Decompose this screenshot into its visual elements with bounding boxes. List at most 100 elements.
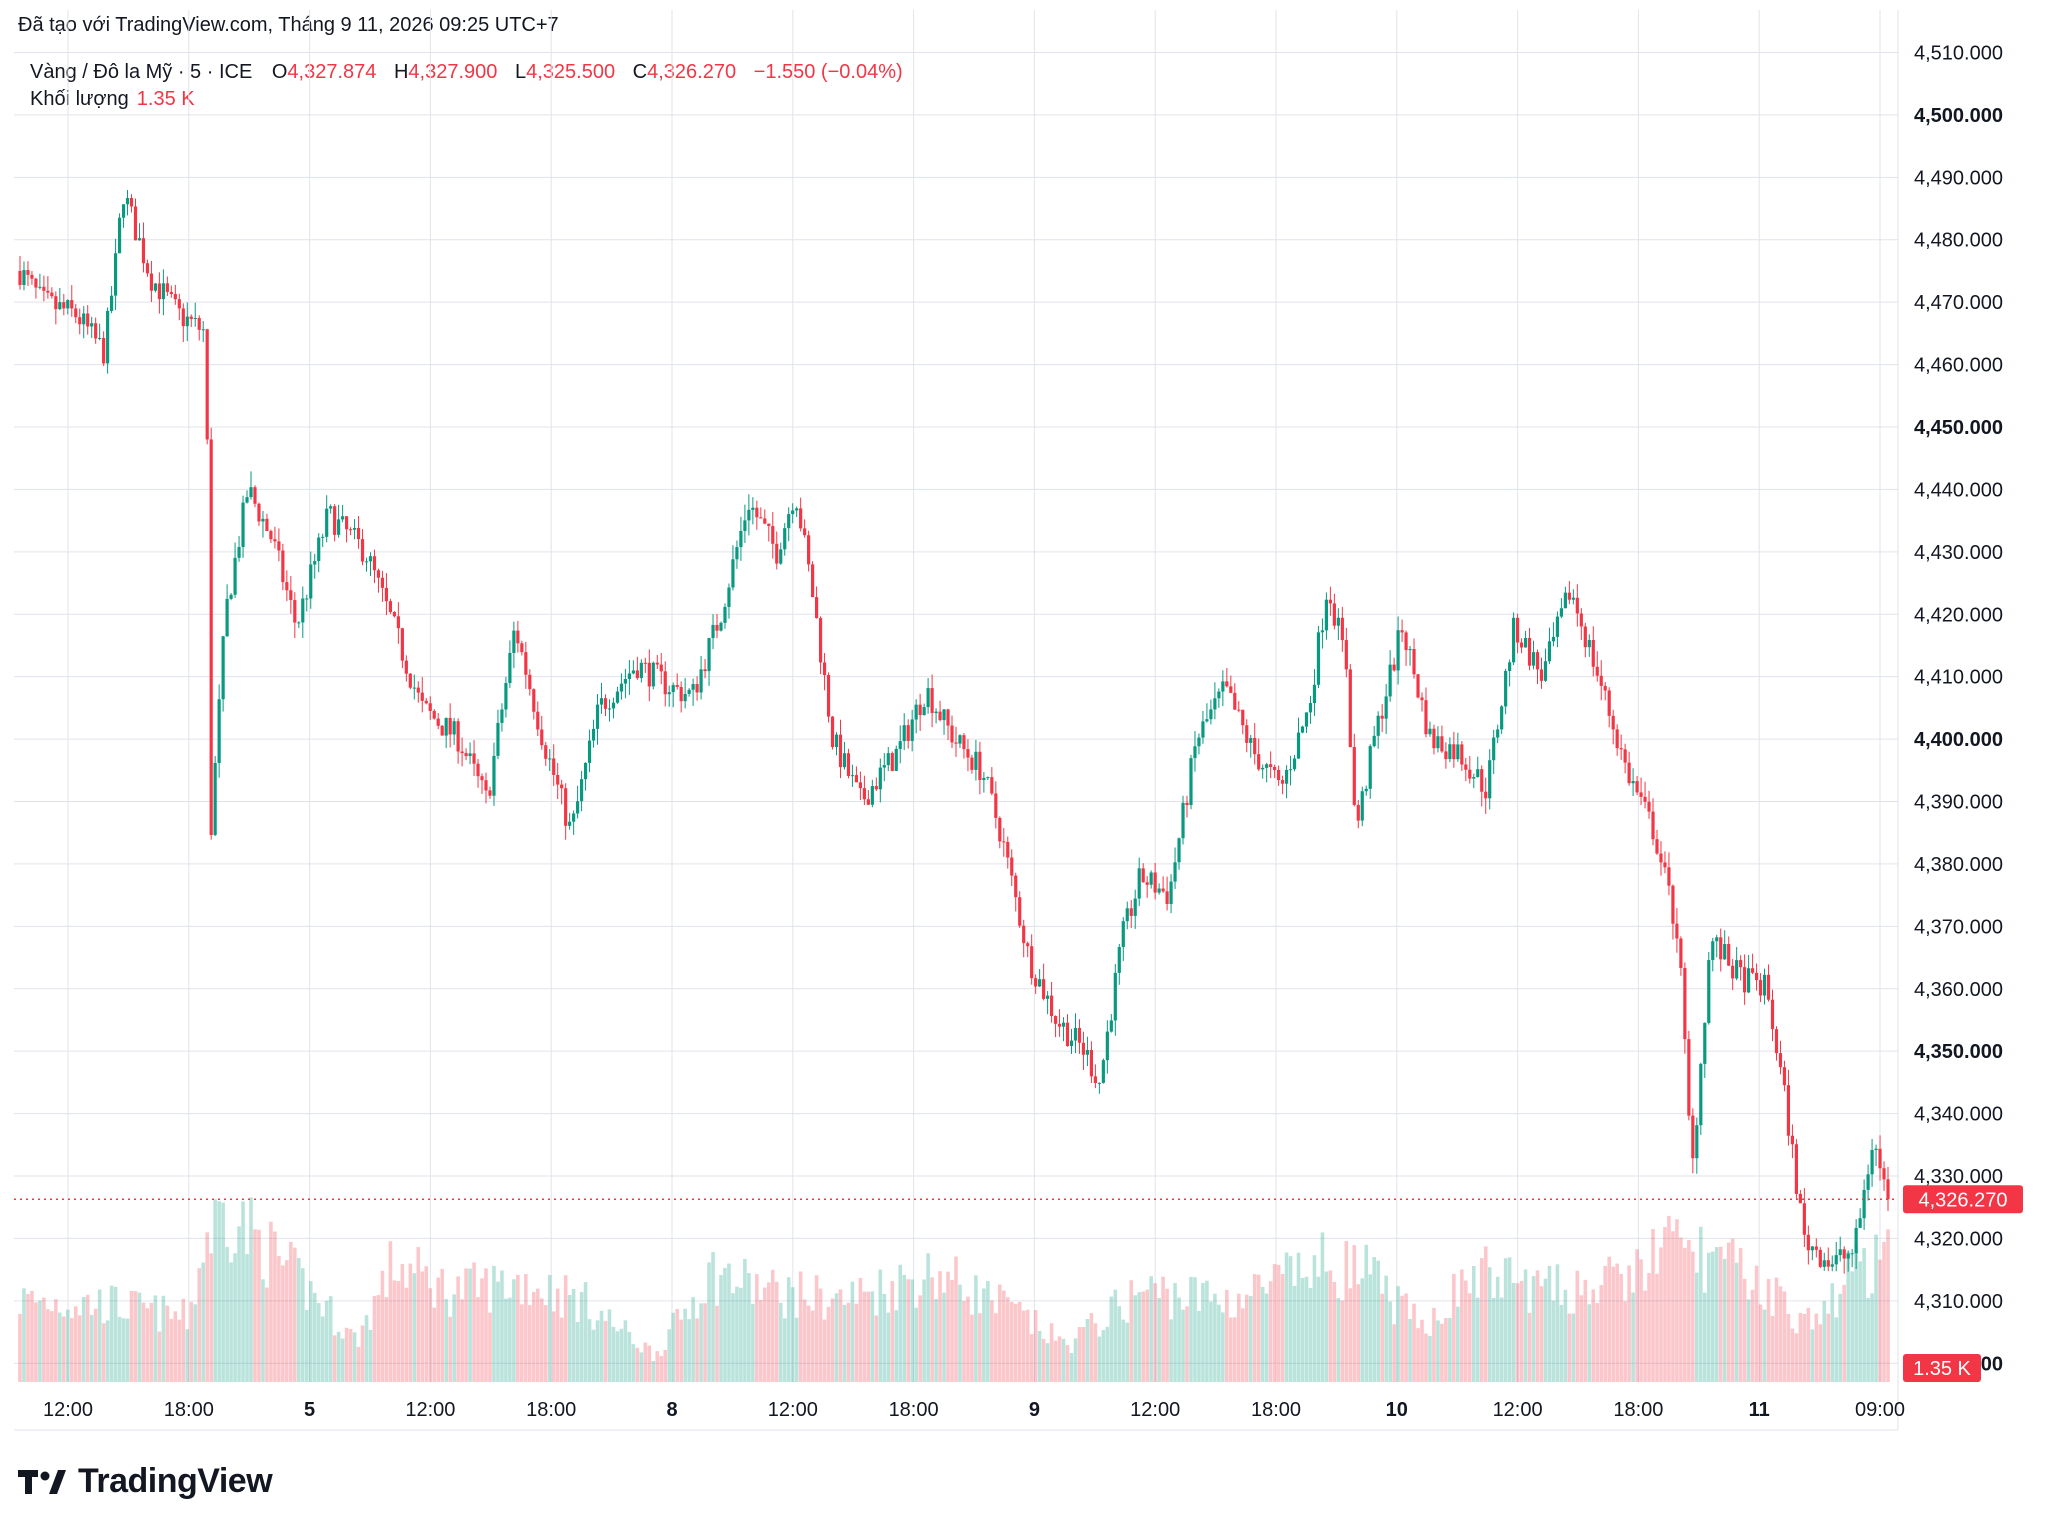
candle-body	[408, 673, 412, 688]
candle-body	[679, 686, 683, 702]
candle-body	[193, 318, 197, 320]
volume-bar	[384, 1297, 389, 1382]
volume-bar	[265, 1287, 269, 1382]
volume-bar	[798, 1271, 803, 1382]
candle-body	[1500, 706, 1504, 730]
candle-body	[444, 718, 448, 736]
volume-bar	[1021, 1310, 1026, 1382]
volume-bar	[408, 1263, 413, 1382]
volume-bar	[38, 1300, 42, 1382]
candle-body	[468, 753, 472, 757]
candle-body	[1400, 630, 1404, 633]
candle-body	[1691, 1115, 1695, 1159]
volume-bar	[93, 1308, 98, 1382]
volume-bar	[1830, 1283, 1835, 1382]
candle-body	[1245, 725, 1249, 743]
candle-body	[1484, 791, 1488, 799]
volume-bar	[42, 1297, 46, 1382]
volume-bar	[962, 1301, 966, 1382]
volume-bar	[388, 1241, 393, 1382]
candle-body	[253, 487, 257, 504]
volume-bar	[1316, 1276, 1321, 1382]
volume-bar	[1181, 1309, 1185, 1382]
candle-body	[504, 683, 508, 710]
candle-body	[1233, 692, 1237, 710]
volume-bar	[918, 1295, 922, 1382]
volume-bar	[1706, 1252, 1711, 1382]
candle-body	[74, 308, 78, 318]
candle-body	[1300, 726, 1305, 733]
candle-body	[647, 662, 651, 687]
y-tick-label: 4,480.000	[1914, 230, 2003, 252]
volume-bar	[1364, 1244, 1369, 1382]
candle-body	[1424, 700, 1428, 735]
volume-bar	[1312, 1255, 1317, 1382]
volume-bar	[320, 1316, 325, 1382]
volume-bar	[1639, 1259, 1643, 1382]
candle-body	[1667, 867, 1671, 886]
candle-body	[564, 788, 568, 826]
candle-body	[918, 704, 922, 716]
candle-body	[838, 734, 843, 768]
volume-bar	[1412, 1303, 1416, 1382]
volume-bar	[217, 1201, 221, 1382]
grid	[14, 10, 1899, 1431]
x-tick-label: 09:00	[1855, 1399, 1905, 1421]
candle-body	[1802, 1203, 1806, 1235]
volume-bar	[699, 1303, 703, 1382]
volume-bar	[1551, 1300, 1556, 1382]
candle-body	[1121, 921, 1125, 948]
candle-body	[910, 719, 914, 741]
candle-body	[1715, 937, 1719, 942]
candle-body	[707, 638, 711, 672]
volume-bar	[269, 1221, 273, 1382]
candle-body	[540, 729, 544, 746]
candle-body	[986, 777, 990, 779]
candle-body	[1464, 764, 1468, 770]
candle-body	[1277, 770, 1281, 781]
candle-body	[1559, 608, 1563, 617]
candle-body	[659, 664, 663, 672]
volume-bar	[508, 1297, 512, 1382]
volume-bar	[774, 1281, 779, 1382]
y-tick-label: 4,440.000	[1914, 479, 2003, 501]
volume-bar	[348, 1328, 353, 1382]
candle-body	[424, 700, 428, 704]
candle-body	[1133, 898, 1137, 916]
candle-body	[129, 197, 134, 207]
candle-body	[1794, 1144, 1798, 1194]
candle-body	[400, 628, 404, 661]
candle-body	[799, 508, 803, 529]
volume-value: 1.35 K	[136, 88, 195, 110]
volume-bar	[376, 1295, 381, 1382]
candle-body	[1141, 868, 1145, 883]
volume-bar	[1519, 1280, 1524, 1382]
candle-body	[1101, 1060, 1105, 1083]
volume-bar	[619, 1328, 624, 1382]
volume-bar	[647, 1345, 652, 1382]
tradingview-logo[interactable]: TradingView	[18, 1462, 273, 1501]
volume-label[interactable]: Khối lượng	[30, 88, 129, 110]
candle-body	[962, 735, 966, 750]
candle-body	[209, 439, 213, 835]
volume-bar	[1057, 1336, 1062, 1382]
volume-bar	[500, 1270, 504, 1382]
volume-bar	[679, 1319, 683, 1382]
candle-body	[293, 600, 297, 623]
volume-bar	[715, 1305, 719, 1382]
volume-bar	[205, 1232, 209, 1382]
volume-bar	[1280, 1274, 1285, 1382]
candle-body	[245, 497, 249, 503]
volume-bar	[1009, 1301, 1014, 1382]
symbol-label[interactable]: Vàng / Đô la Mỹ · 5 · ICE	[30, 61, 253, 83]
volume-bar	[1161, 1276, 1165, 1382]
candle-body	[1826, 1260, 1830, 1267]
candle-body	[595, 704, 600, 729]
candle-body	[145, 263, 150, 274]
volume-bar	[958, 1284, 962, 1382]
candle-body	[655, 662, 659, 665]
volume-bar	[1217, 1304, 1221, 1382]
candle-body	[301, 598, 305, 623]
candle-body	[795, 508, 799, 511]
